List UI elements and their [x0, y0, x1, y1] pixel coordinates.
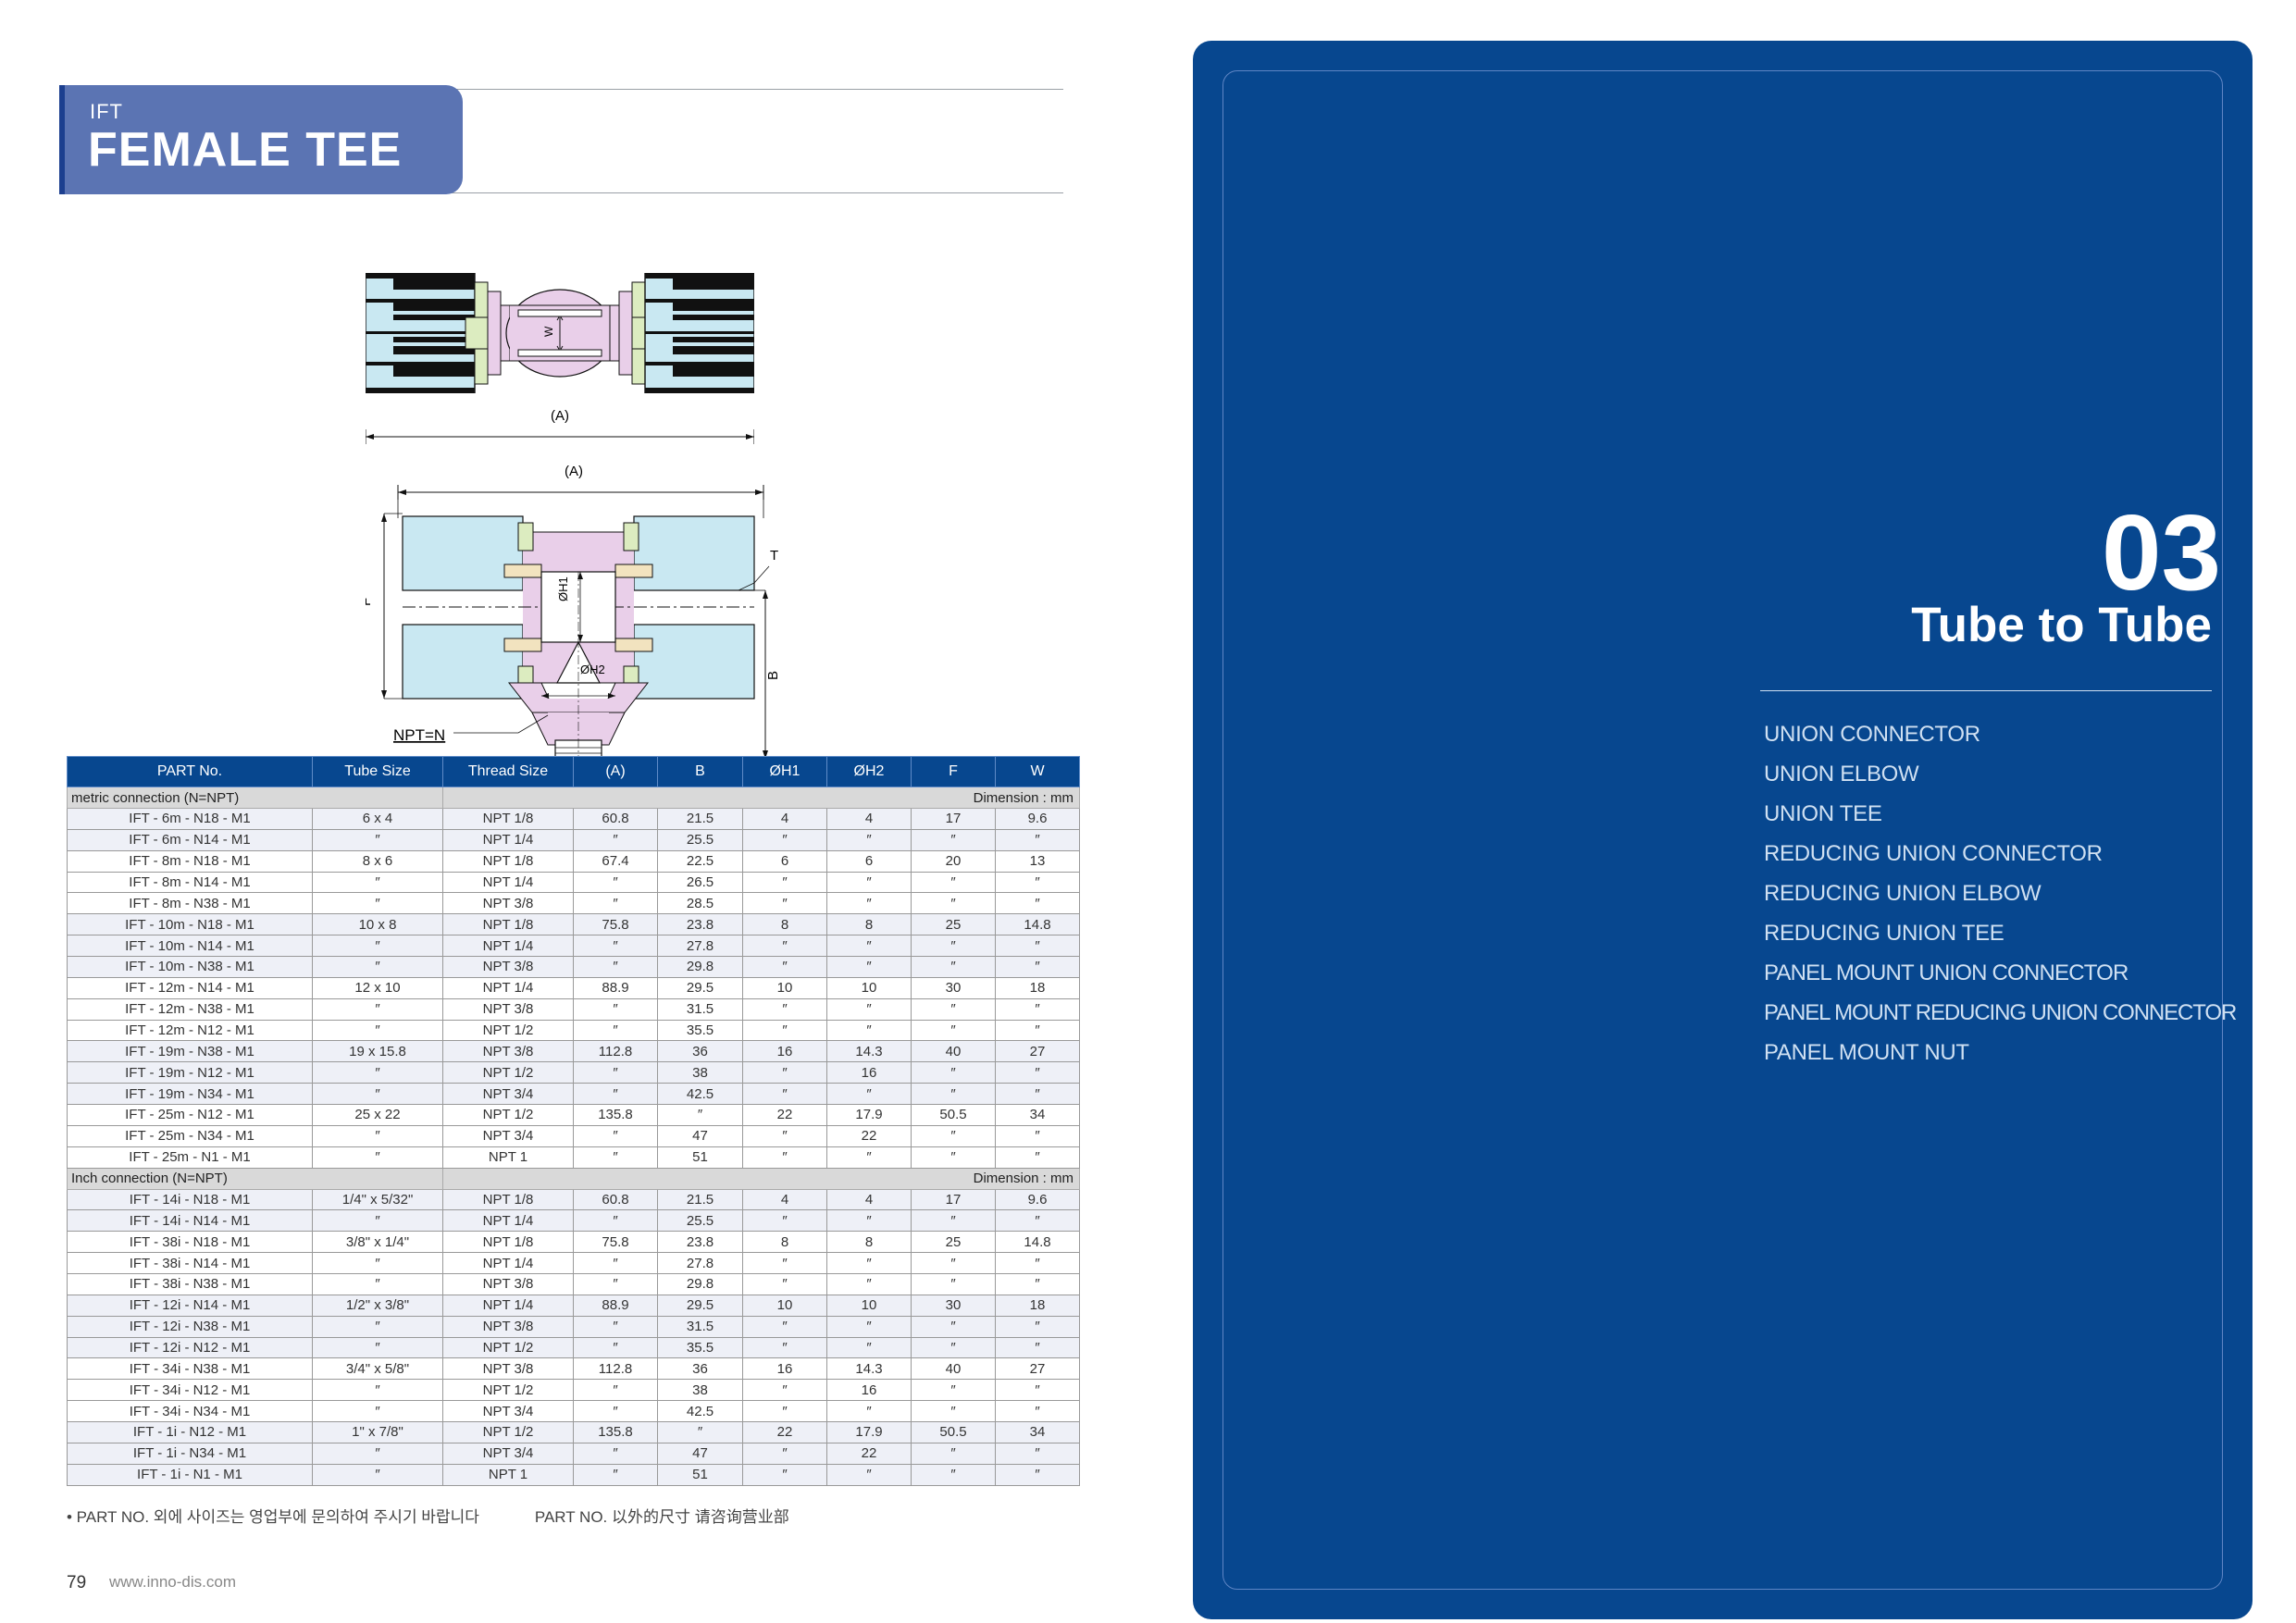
svg-text:ØH2: ØH2	[580, 663, 605, 676]
svg-text:F: F	[366, 598, 374, 606]
svg-text:W: W	[542, 326, 555, 337]
svg-text:(A): (A)	[551, 408, 569, 424]
svg-text:B: B	[765, 671, 781, 680]
svg-text:ØH1: ØH1	[556, 576, 570, 601]
svg-text:NPT=N: NPT=N	[393, 726, 445, 744]
svg-text:T: T	[770, 548, 778, 564]
svg-text:(A): (A)	[565, 464, 583, 479]
